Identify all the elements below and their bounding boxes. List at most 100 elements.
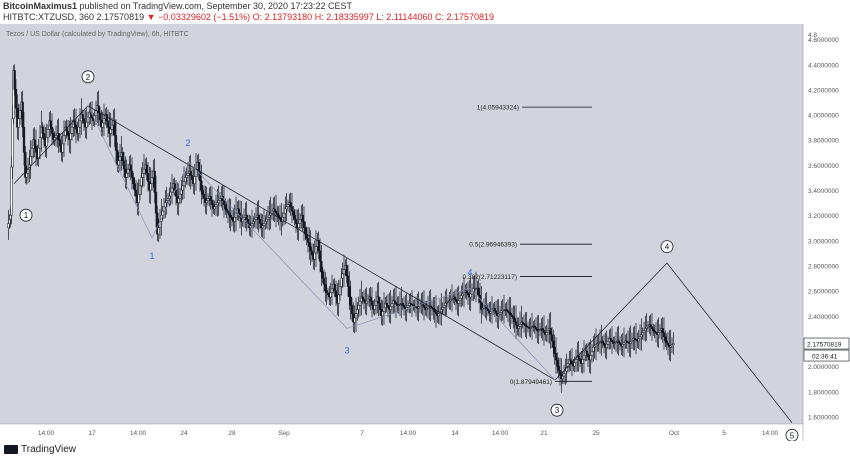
candle-body	[117, 160, 120, 166]
price-axis	[803, 24, 850, 441]
candle-body	[85, 121, 88, 128]
candle-body	[589, 355, 592, 361]
y-tick-label: 2.0000000	[808, 364, 839, 371]
candle-body	[190, 175, 194, 180]
candle-body	[137, 193, 140, 203]
x-tick-label: 25	[592, 430, 600, 437]
candle-body	[301, 214, 304, 222]
candle-body	[562, 373, 566, 377]
candle-body	[546, 330, 550, 333]
candle-body	[653, 330, 656, 333]
candle-body	[556, 359, 559, 367]
candle-body	[569, 359, 572, 363]
candle-body	[349, 296, 352, 306]
candle-body	[398, 303, 402, 306]
candle-body	[45, 137, 48, 147]
candle-body	[41, 126, 44, 134]
ohlc-values: O: 2.13793180 H: 2.18335997 L: 2.1114406…	[252, 12, 495, 22]
candle-body	[652, 328, 655, 332]
candle-body	[322, 277, 326, 285]
candle-body	[293, 214, 296, 220]
wave-label-text: 1	[24, 211, 29, 220]
candle-body	[581, 359, 584, 364]
candle-body	[465, 290, 468, 294]
candle-body	[37, 147, 40, 159]
header-bar: BitcoinMaximus1 published on TradingView…	[0, 0, 850, 24]
candle-body	[233, 217, 236, 222]
candle-body	[582, 354, 586, 360]
x-tick-label: 14:00	[130, 430, 147, 437]
candle-body	[81, 114, 84, 120]
candle-body	[414, 306, 418, 308]
candle-body	[525, 325, 528, 327]
candle-body	[397, 304, 400, 307]
candle-body	[354, 313, 358, 319]
candle-body	[185, 175, 188, 178]
wave-label-text: 5	[790, 431, 795, 440]
candle-body	[480, 302, 483, 310]
candle-body	[630, 339, 634, 343]
candle-body	[378, 302, 382, 310]
price-change: −0.03329602 (−1.51%)	[158, 12, 251, 22]
candle-body	[66, 131, 70, 136]
candle-body	[672, 343, 675, 346]
candle-body	[186, 173, 190, 176]
candle-body	[442, 305, 446, 308]
x-tick-label: 24	[180, 430, 188, 437]
candle-body	[265, 219, 268, 222]
current-price-tag[interactable]	[803, 337, 850, 350]
tradingview-logo-text: TradingView	[21, 444, 77, 455]
candle-body	[645, 326, 648, 329]
candle-body	[361, 296, 364, 300]
candle-body	[214, 204, 218, 208]
candle-body	[457, 300, 460, 304]
footer-bar: TradingView	[0, 441, 850, 461]
candle-body	[625, 340, 628, 343]
candle-body	[284, 208, 287, 214]
current-price-text: 2.17570819	[807, 342, 842, 349]
candle-body	[122, 160, 126, 170]
candle-body	[440, 309, 443, 312]
candle-body	[574, 359, 578, 364]
wave-label-circle	[81, 70, 95, 84]
candle-body	[586, 353, 590, 358]
candle-body	[512, 316, 515, 319]
candle-body	[264, 221, 267, 224]
candle-body	[412, 304, 415, 307]
candle-body	[629, 341, 632, 344]
candle-body	[533, 325, 536, 328]
candle-body	[552, 340, 555, 348]
candle-body	[340, 277, 343, 287]
down-arrow-icon: ▼	[146, 12, 156, 22]
candle-body	[513, 318, 516, 322]
candle-body	[169, 191, 172, 197]
price-chart[interactable]: Tezos / US Dollar (calculated by Trading…	[0, 24, 850, 441]
candle-body	[561, 375, 564, 379]
candle-body	[356, 309, 359, 314]
candle-body	[489, 311, 492, 314]
tradingview-logo[interactable]: TradingView	[4, 444, 76, 455]
candle-body	[658, 330, 662, 333]
candle-body	[469, 293, 472, 298]
candle-body	[621, 344, 624, 347]
author-name[interactable]: BitcoinMaximus1	[3, 1, 78, 11]
candle-body	[262, 223, 266, 226]
candle-body	[168, 196, 171, 199]
candle-body	[228, 212, 231, 216]
candle-body	[585, 350, 588, 355]
candle-body	[649, 324, 652, 327]
candle-body	[294, 219, 298, 224]
candle-body	[425, 308, 428, 310]
candle-body	[49, 120, 52, 128]
candle-body	[670, 344, 674, 347]
y-tick-label: 3.2000000	[808, 213, 839, 220]
candle-body	[426, 306, 430, 309]
candle-body	[154, 191, 158, 214]
candle-body	[222, 200, 226, 205]
candle-body	[393, 300, 396, 303]
x-tick-label: Sep	[278, 430, 290, 437]
candle-body	[25, 173, 28, 178]
candle-body	[16, 108, 19, 128]
candle-body	[218, 198, 222, 201]
y-tick-label: 1.8000000	[808, 389, 839, 396]
